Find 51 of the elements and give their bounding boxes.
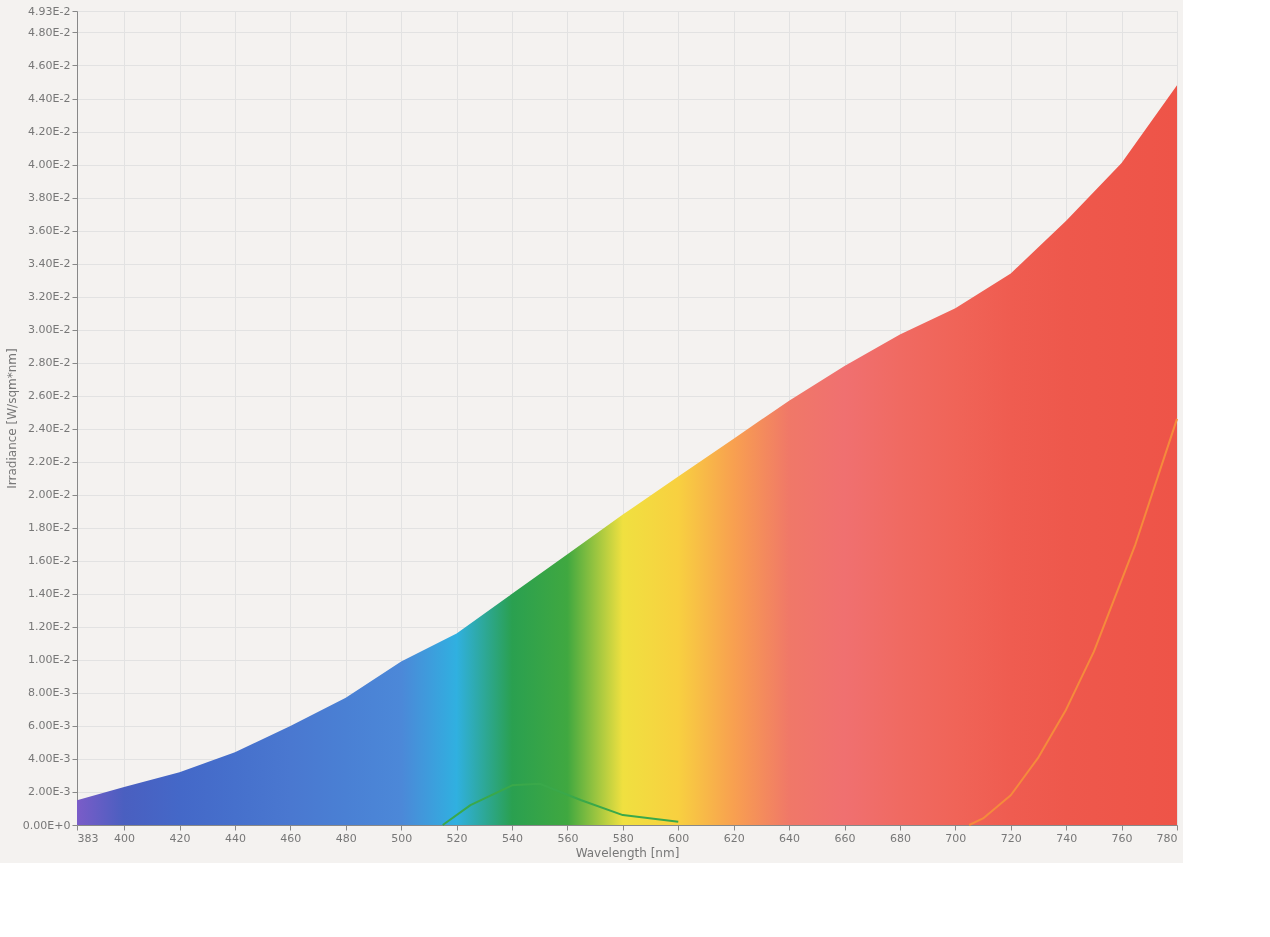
x-tick-label: 580 — [612, 831, 634, 845]
y-tick-label: 2.00E-3 — [28, 785, 71, 799]
x-tick-label: 700 — [945, 831, 967, 845]
x-tick-label: 540 — [502, 831, 524, 845]
y-tick-label: 3.80E-2 — [28, 191, 71, 205]
y-tick-label: 2.00E-2 — [28, 488, 71, 502]
y-tick-label: 1.60E-2 — [28, 554, 71, 568]
x-tick-label: 500 — [391, 831, 413, 845]
line-series — [968, 417, 1178, 826]
y-tick-label: 2.80E-2 — [28, 356, 71, 370]
x-tick-label: 560 — [557, 831, 579, 845]
y-tick-label: 3.00E-2 — [28, 323, 71, 337]
y-tick-label: 1.80E-2 — [28, 521, 71, 535]
x-tick-label: 400 — [114, 831, 136, 845]
x-tick-label: 480 — [335, 831, 357, 845]
y-tick-label: 3.40E-2 — [28, 257, 71, 271]
y-tick-label: 4.20E-2 — [28, 125, 71, 139]
y-axis-title: Irradiance [W/sqm*nm] — [4, 348, 19, 489]
line-series — [441, 782, 680, 826]
x-tick-label: 420 — [169, 831, 191, 845]
y-tick-label: 2.60E-2 — [28, 389, 71, 403]
x-axis-title: Wavelength [nm] — [575, 845, 680, 860]
x-tick-label: 720 — [1000, 831, 1022, 845]
x-tick-label: 383 — [77, 831, 99, 845]
x-tick-label: 520 — [446, 831, 468, 845]
y-tick-label: 0.00E+0 — [22, 818, 71, 832]
x-tick-label: 740 — [1056, 831, 1078, 845]
y-tick-label: 1.00E-2 — [28, 653, 71, 667]
x-tick-label: 680 — [889, 831, 911, 845]
y-tick-label: 3.60E-2 — [28, 224, 71, 238]
x-tick-label: 440 — [224, 831, 246, 845]
y-tick-label: 4.60E-2 — [28, 58, 71, 72]
x-tick-label: 460 — [280, 831, 302, 845]
y-tick-label: 4.40E-2 — [28, 92, 71, 106]
y-tick-label: 2.20E-2 — [28, 455, 71, 469]
y-tick-label: 6.00E-3 — [28, 719, 71, 733]
y-tick-label: 4.80E-2 — [28, 25, 71, 39]
y-tick-label: 4.00E-3 — [28, 752, 71, 766]
y-tick-label: 4.00E-2 — [28, 158, 71, 172]
y-tick-label: 2.40E-2 — [28, 422, 71, 436]
x-tick-label: 600 — [668, 831, 690, 845]
y-tick-label: 1.20E-2 — [28, 620, 71, 634]
x-tick-label: 760 — [1111, 831, 1133, 845]
x-tick-label: 660 — [834, 831, 856, 845]
y-tick-label: 8.00E-3 — [28, 686, 71, 700]
y-tick-label: 1.40E-2 — [28, 587, 71, 601]
x-tick-label: 640 — [779, 831, 801, 845]
x-tick-label: 620 — [723, 831, 745, 845]
y-tick-label: 3.20E-2 — [28, 290, 71, 304]
y-tick-label: 4.93E-2 — [28, 4, 71, 18]
x-tick-label: 780 — [1156, 831, 1178, 845]
